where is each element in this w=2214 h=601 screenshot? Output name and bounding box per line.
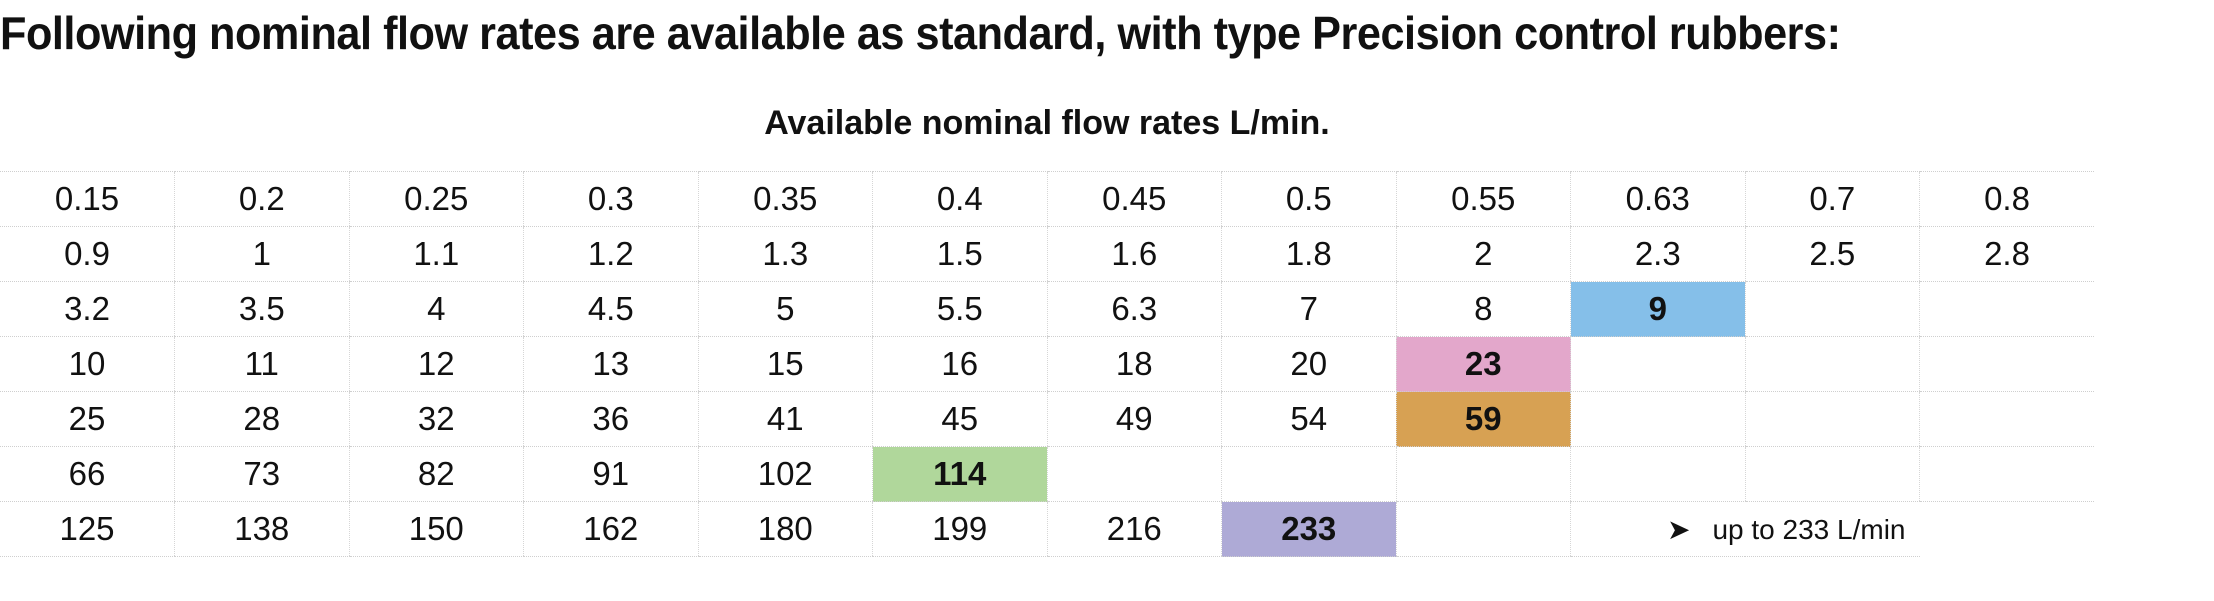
rate-cell: 1.1	[348, 226, 524, 282]
rate-cell: 82	[348, 446, 524, 502]
rate-cell: 138	[174, 501, 349, 557]
highlighted-rate-cell: 23	[1395, 336, 1571, 392]
rate-cell: 8	[1395, 281, 1571, 337]
rate-cell: 0.2	[174, 171, 349, 227]
rate-cell: 0.9	[0, 226, 175, 282]
rate-cell: 1	[174, 226, 349, 282]
empty-cell	[1046, 446, 1222, 502]
rate-cell: 4.5	[523, 281, 698, 337]
rate-cell: 0.5	[1221, 171, 1396, 227]
empty-cell	[1919, 281, 2094, 337]
rate-cell: 66	[0, 446, 175, 502]
rate-cell: 91	[523, 446, 698, 502]
max-flow-note: ➤ up to 233 L/min	[1570, 501, 1920, 557]
rate-cell: 10	[0, 336, 175, 392]
table-caption: Available nominal flow rates L/min.	[764, 104, 1330, 142]
rate-cell: 7	[1221, 281, 1396, 337]
rate-cell: 0.25	[348, 171, 524, 227]
max-flow-note-text: up to 233 L/min	[1712, 513, 1906, 545]
rate-cell: 12	[348, 336, 524, 392]
table-row: 3.2 3.5 4 4.5 5 5.5 6.3 7 8 9	[0, 281, 2094, 337]
rate-cell: 13	[523, 336, 698, 392]
rate-cell: 125	[0, 501, 175, 557]
rate-cell: 2.3	[1570, 226, 1745, 282]
rate-cell: 3.2	[0, 281, 175, 337]
rate-cell: 3.5	[174, 281, 349, 337]
rate-cell: 1.3	[697, 226, 873, 282]
arrow-right-icon: ➤	[1667, 513, 1691, 545]
table-row: 25 28 32 36 41 45 49 54 59	[0, 391, 2094, 447]
rate-cell: 180	[697, 501, 873, 557]
table-row: 10 11 12 13 15 16 18 20 23	[0, 336, 2094, 392]
rate-cell: 16	[872, 336, 1047, 392]
empty-cell	[1570, 336, 1745, 392]
rate-cell: 36	[523, 391, 698, 447]
rate-cell: 0.15	[0, 171, 175, 227]
empty-cell	[1221, 446, 1396, 502]
highlighted-rate-cell: 9	[1570, 281, 1745, 337]
flow-rates-table: 0.15 0.2 0.25 0.3 0.35 0.4 0.45 0.5 0.55 0.63 0.7 0…	[0, 171, 2094, 557]
table-row: 0.15 0.2 0.25 0.3 0.35 0.4 0.45 0.5 0.55 0.63 0.7 0…	[0, 171, 2094, 227]
empty-cell	[1744, 336, 1920, 392]
rate-cell: 28	[174, 391, 349, 447]
rate-cell: 102	[697, 446, 873, 502]
empty-cell	[1919, 336, 2094, 392]
rate-cell: 20	[1221, 336, 1396, 392]
highlighted-rate-cell: 233	[1221, 501, 1396, 557]
rate-cell: 1.5	[872, 226, 1047, 282]
rate-cell: 0.7	[1744, 171, 1920, 227]
empty-cell	[1570, 446, 1745, 502]
highlighted-rate-cell: 114	[872, 446, 1047, 502]
empty-cell	[1744, 446, 1920, 502]
rate-cell: 25	[0, 391, 175, 447]
rate-cell: 32	[348, 391, 524, 447]
empty-cell	[1919, 391, 2094, 447]
table-row: 66 73 82 91 102 114	[0, 446, 2094, 502]
empty-cell	[1570, 391, 1745, 447]
rate-cell: 1.8	[1221, 226, 1396, 282]
page-heading: Following nominal flow rates are availab…	[0, 7, 1841, 59]
rate-cell: 2	[1395, 226, 1571, 282]
empty-cell	[1744, 391, 1920, 447]
rate-cell: 45	[872, 391, 1047, 447]
rate-cell: 11	[174, 336, 349, 392]
rate-cell: 0.45	[1046, 171, 1222, 227]
rate-cell: 41	[697, 391, 873, 447]
rate-cell: 15	[697, 336, 873, 392]
rate-cell: 2.8	[1919, 226, 2094, 282]
empty-cell	[1395, 446, 1571, 502]
empty-cell	[1919, 446, 2094, 502]
rate-cell: 1.2	[523, 226, 698, 282]
rate-cell: 18	[1046, 336, 1222, 392]
rate-cell: 0.63	[1570, 171, 1745, 227]
rate-cell: 0.3	[523, 171, 698, 227]
rate-cell: 49	[1046, 391, 1222, 447]
rate-cell: 216	[1046, 501, 1222, 557]
rate-cell: 1.6	[1046, 226, 1222, 282]
empty-cell	[1744, 281, 1920, 337]
rate-cell: 0.35	[697, 171, 873, 227]
rate-cell: 0.55	[1395, 171, 1571, 227]
rate-cell: 199	[872, 501, 1047, 557]
table-row: 125 138 150 162 180 199 216 233 ➤ up to 233 L/min	[0, 501, 2094, 557]
table-row: 0.9 1 1.1 1.2 1.3 1.5 1.6 1.8 2 2.3 2.5 2.8	[0, 226, 2094, 282]
rate-cell: 150	[348, 501, 524, 557]
rate-cell: 4	[348, 281, 524, 337]
rate-cell: 2.5	[1744, 226, 1920, 282]
empty-cell	[1395, 501, 1571, 557]
rate-cell: 54	[1221, 391, 1396, 447]
rate-cell: 5	[697, 281, 873, 337]
rate-cell: 6.3	[1046, 281, 1222, 337]
rate-cell: 0.4	[872, 171, 1047, 227]
rate-cell: 73	[174, 446, 349, 502]
highlighted-rate-cell: 59	[1395, 391, 1571, 447]
rate-cell: 5.5	[872, 281, 1047, 337]
rate-cell: 162	[523, 501, 698, 557]
rate-cell: 0.8	[1919, 171, 2094, 227]
